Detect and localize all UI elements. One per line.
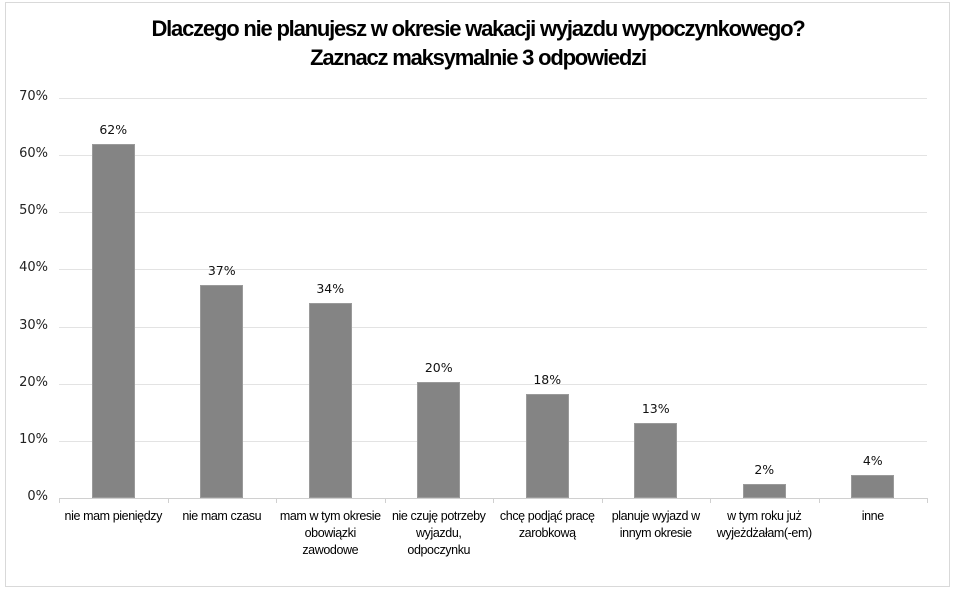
x-tick-mark [384, 498, 386, 503]
x-tick-mark [59, 498, 60, 503]
chart-frame [5, 2, 950, 587]
bar-value-label: 13% [641, 400, 670, 416]
bar-value-label: 18% [533, 372, 562, 387]
bar [851, 474, 895, 498]
x-tick-mark [493, 498, 494, 503]
plot-area: 62% 37% 34% 20% 18% 13% 2% 4% [59, 98, 928, 503]
bar [91, 143, 135, 498]
chart-title-line-1: Dlaczego nie planujesz w okresie wakacji… [151, 16, 805, 41]
bar [634, 422, 678, 498]
bar [525, 394, 569, 498]
bar-value-label: 20% [424, 360, 453, 375]
category-label: nie czuję potrzeby wyjazdu, odpoczynku [391, 509, 486, 557]
y-tick-label: 30% [19, 317, 48, 333]
gridline [59, 212, 927, 214]
category-label: planuje wyjazd w innym okresie [611, 509, 701, 540]
gridline [59, 440, 927, 442]
bar-value-label: 34% [316, 280, 345, 296]
x-tick-mark [710, 498, 711, 503]
gridline [59, 326, 927, 328]
gridline [59, 155, 927, 157]
category-label: w tym roku już wyjeżdżałam(-em) [716, 509, 812, 540]
bar-value-label: 2% [754, 462, 775, 478]
chart-title-line-2: Zaznacz maksymalnie 3 odpowiedzi [310, 45, 647, 70]
chart-title: Dlaczego nie planujesz w okresie wakacji… [0, 14, 956, 72]
x-tick-mark [818, 498, 820, 503]
gridline [59, 269, 927, 271]
category-label: inne [861, 509, 884, 523]
x-tick-mark [167, 498, 169, 503]
bar [417, 382, 461, 498]
bar [308, 302, 352, 498]
category-label: mam w tym okresie obowiązki zawodowe [279, 509, 381, 557]
bar [742, 484, 786, 498]
y-tick-label: 20% [19, 374, 48, 390]
y-tick-label: 60% [19, 146, 48, 162]
y-tick-label: 0% [27, 489, 48, 504]
x-tick-mark [601, 498, 603, 503]
bar-value-label: 37% [207, 262, 236, 278]
category-label: nie mam czasu [182, 509, 262, 523]
bar-value-label: 62% [99, 121, 128, 137]
x-tick-mark [276, 498, 277, 503]
y-tick-label: 10% [19, 431, 48, 447]
y-tick-label: 40% [19, 260, 48, 276]
gridline [59, 383, 927, 385]
y-tick-label: 70% [19, 89, 48, 104]
x-tick-mark [927, 498, 928, 503]
bar [200, 284, 244, 498]
bar-value-label: 4% [862, 452, 883, 468]
y-tick-label: 50% [19, 203, 48, 219]
category-label: chcę podjąć pracę zarobkową [499, 509, 595, 540]
category-label: nie mam pieniędzy [64, 509, 163, 523]
gridline [59, 98, 927, 99]
